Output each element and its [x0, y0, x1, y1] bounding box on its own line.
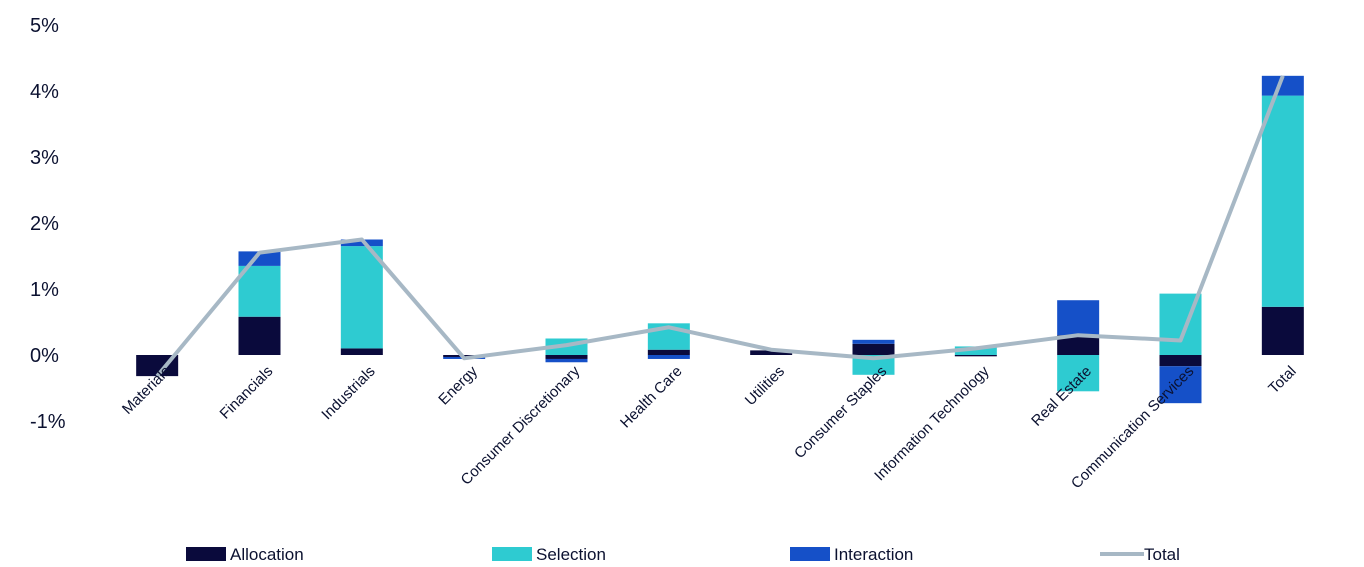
bar-segment-allocation	[1159, 355, 1202, 367]
x-tick-label: Industrials	[318, 363, 378, 423]
y-tick-label: 5%	[30, 15, 59, 37]
bar-segment-interaction	[1057, 300, 1100, 336]
bar-segment-selection	[852, 355, 895, 375]
bar-segment-interaction	[1261, 75, 1304, 96]
bar-segment-interaction	[545, 358, 588, 363]
bar-segment-interaction	[852, 339, 895, 344]
y-tick-label: 2%	[30, 213, 59, 235]
legend-label-interaction: Interaction	[834, 545, 913, 564]
total-line-series	[155, 75, 1285, 378]
legend: Allocation Selection Interaction Total	[186, 545, 1180, 564]
legend-swatch-interaction	[790, 547, 830, 561]
bar-segment-allocation	[647, 349, 690, 355]
bar-segment-interaction	[1159, 366, 1202, 404]
x-tick-label: Energy	[435, 362, 481, 408]
legend-label-selection: Selection	[536, 545, 606, 564]
y-tick-label: 4%	[30, 81, 59, 103]
bar-series	[136, 75, 1304, 404]
x-tick-label: Information Technology	[871, 362, 993, 484]
y-tick-label: 0%	[30, 345, 59, 367]
bar-segment-allocation	[750, 350, 793, 355]
bar-segment-selection	[1057, 355, 1100, 392]
bar-segment-selection	[238, 265, 281, 317]
bar-segment-selection	[340, 246, 383, 349]
bar-segment-selection	[1261, 95, 1304, 307]
x-tick-label: Utilities	[742, 363, 788, 409]
bar-segment-allocation	[852, 343, 895, 355]
bar-segment-allocation	[136, 355, 179, 377]
bar-segment-allocation	[238, 316, 281, 355]
bar-segment-allocation	[340, 348, 383, 355]
bar-segment-allocation	[545, 355, 588, 359]
y-tick-label: -1%	[30, 411, 66, 433]
x-tick-label: Consumer Discretionary	[458, 362, 584, 488]
bar-segment-interaction	[647, 355, 690, 359]
x-tick-label: Consumer Staples	[791, 363, 890, 462]
x-axis: Materials Financials Industrials EnergyCons…	[119, 362, 1300, 492]
x-tick-label: Total	[1265, 363, 1299, 397]
bar-segment-allocation	[954, 355, 997, 357]
x-tick-label: Financials	[217, 363, 277, 423]
y-axis: 5% 4% 3% 2% 1% 0% -1%	[30, 15, 66, 433]
y-tick-label: 1%	[30, 279, 59, 301]
total-line	[155, 75, 1285, 378]
bar-segment-allocation	[1057, 335, 1100, 355]
bar-segment-allocation	[1261, 306, 1304, 355]
legend-label-total: Total	[1144, 545, 1180, 564]
x-tick-label: Health Care	[617, 363, 686, 432]
legend-label-allocation: Allocation	[230, 545, 304, 564]
y-tick-label: 3%	[30, 147, 59, 169]
bar-segment-selection	[954, 346, 997, 355]
legend-swatch-selection	[492, 547, 532, 561]
legend-swatch-allocation	[186, 547, 226, 561]
bar-segment-interaction	[340, 239, 383, 247]
